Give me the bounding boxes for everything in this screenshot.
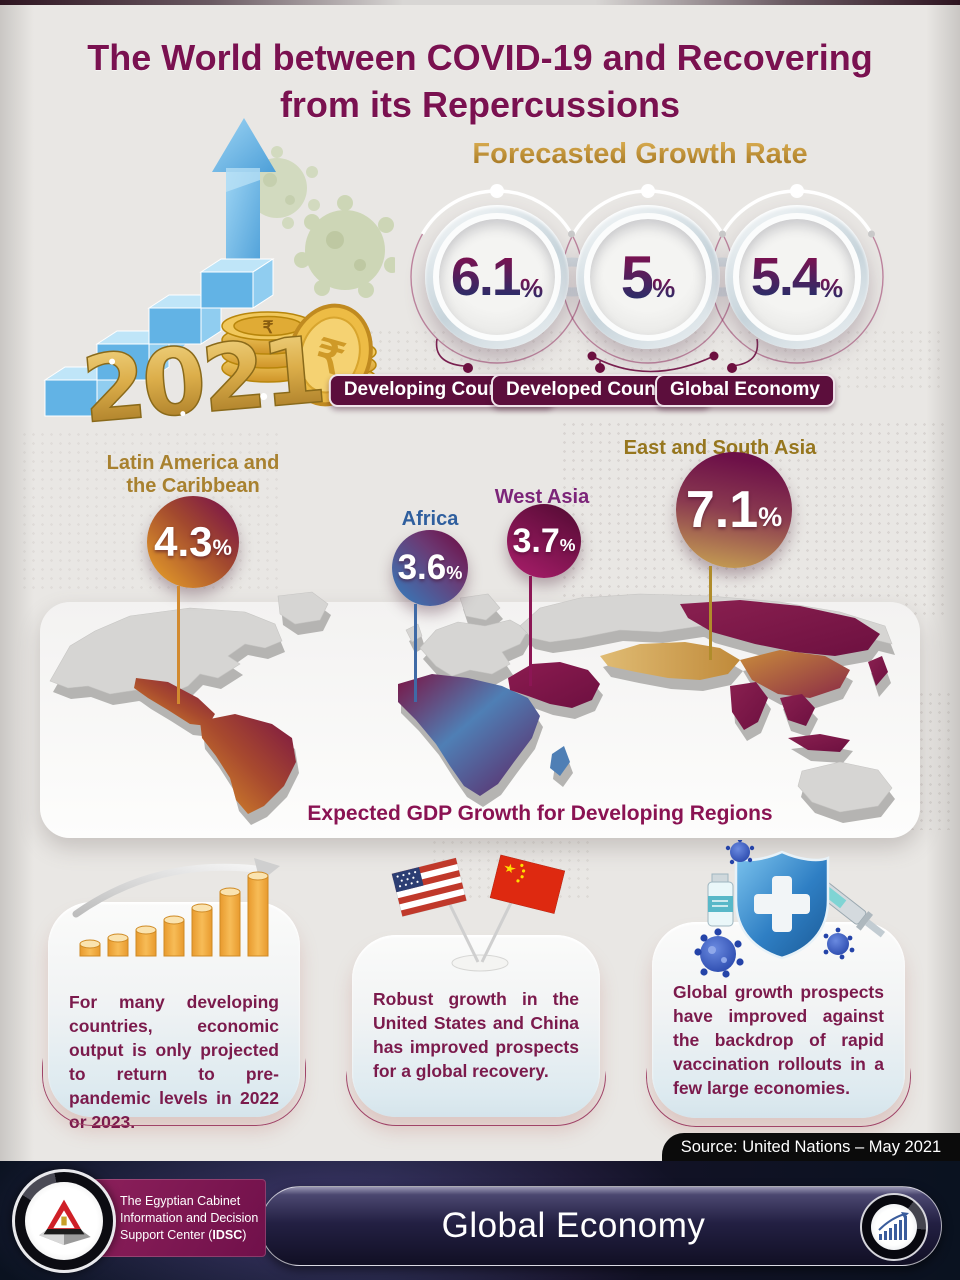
stat-inner: [733, 213, 861, 341]
china-flag: [489, 854, 566, 914]
world-map: [49, 591, 895, 825]
stairs-icon: [43, 258, 275, 417]
stat-value: 5: [620, 243, 654, 311]
stat-developed-countries: 5%: [553, 182, 743, 372]
page-title-line1: The World between COVID-19 and Recoverin…: [87, 37, 873, 78]
source-bar: Source: United Nations – May 2021: [662, 1133, 960, 1162]
svg-text:₹: ₹: [263, 318, 274, 337]
idsc-line2: Information and Decision: [120, 1210, 259, 1225]
footer: Global Economy The Egyptian Cabin: [0, 1161, 960, 1280]
page-title: The World between COVID-19 and Recoverin…: [0, 34, 960, 128]
stat-global-economy: 5.4%: [702, 182, 892, 372]
region-label-africa: Africa: [401, 508, 459, 530]
gold-coins-icon: ₹ ₹ ₹: [221, 303, 377, 407]
page-title-line2: from its Repercussions: [279, 84, 681, 125]
idsc-pyramid-icon: [39, 1199, 91, 1245]
coin-growth-chart-icon: [72, 858, 280, 957]
year-2021: 2021: [77, 316, 327, 425]
virus-icon: [694, 840, 855, 978]
growth-2021-illustration: ₹ ₹ ₹ 2021: [43, 118, 395, 425]
idsc-line1: The Egyptian Cabinet: [120, 1193, 241, 1208]
card-text: Global growth prospects have improved ag…: [673, 982, 884, 1098]
shield-cross-icon: [734, 850, 830, 960]
map-caption: Expected GDP Growth for Developing Regio…: [307, 802, 773, 825]
region-value-east-south-asia: 7.1%: [676, 452, 792, 568]
stat-unit: %: [819, 272, 844, 303]
stem-west-asia: [529, 576, 532, 686]
top-strip: [0, 0, 960, 5]
stat-value: 6.1: [450, 247, 522, 307]
stem-east-south-asia: [709, 566, 712, 660]
stem-latin-america: [177, 586, 180, 704]
svg-text:2021: 2021: [78, 317, 326, 425]
stat-unit: %: [652, 272, 676, 303]
vaccine-vial-icon: [707, 873, 734, 927]
stem-africa: [414, 604, 417, 702]
region-value-africa: 3.6%: [392, 530, 468, 606]
idsc-abbr: IDSC: [212, 1227, 243, 1242]
region-value-latin-america: 4.3%: [147, 496, 239, 588]
stat-value: 5.4: [750, 247, 822, 307]
forecast-heading: Forecasted Growth Rate: [400, 138, 880, 171]
card-text: For many developing countries, economic …: [69, 992, 279, 1132]
label-global-economy: Global Economy: [655, 374, 835, 407]
growth-chart-badge: [860, 1193, 928, 1261]
region-value-west-asia: 3.7%: [507, 504, 581, 578]
stat-developing-countries: 6.1%: [402, 182, 592, 372]
card-developing-output: For many developing countries, economic …: [48, 902, 300, 1132]
source-text: Source: United Nations – May 2021: [680, 1138, 942, 1156]
idsc-logo: [12, 1169, 116, 1273]
region-label-latin-america: Latin America and the Caribbean: [106, 452, 280, 497]
idsc-line3: Support Center (IDSC): [120, 1227, 247, 1242]
region-label-east-south-asia: East and South Asia: [623, 437, 817, 459]
virus-icon: [294, 195, 395, 298]
us-flag: [391, 857, 467, 917]
footer-topic: Global Economy: [441, 1206, 706, 1245]
vaccine-shield-icon: [694, 840, 885, 978]
stat-inner: [584, 213, 712, 341]
footer-topic-banner: Global Economy: [260, 1186, 942, 1266]
us-china-flags-icon: [391, 854, 566, 972]
stat-inner: [433, 213, 561, 341]
bar-chart-icon: [878, 1212, 909, 1240]
stat-unit: %: [519, 272, 544, 303]
card-text: Robust growth in the United States and C…: [373, 989, 579, 1081]
region-label-west-asia: West Asia: [494, 486, 590, 508]
